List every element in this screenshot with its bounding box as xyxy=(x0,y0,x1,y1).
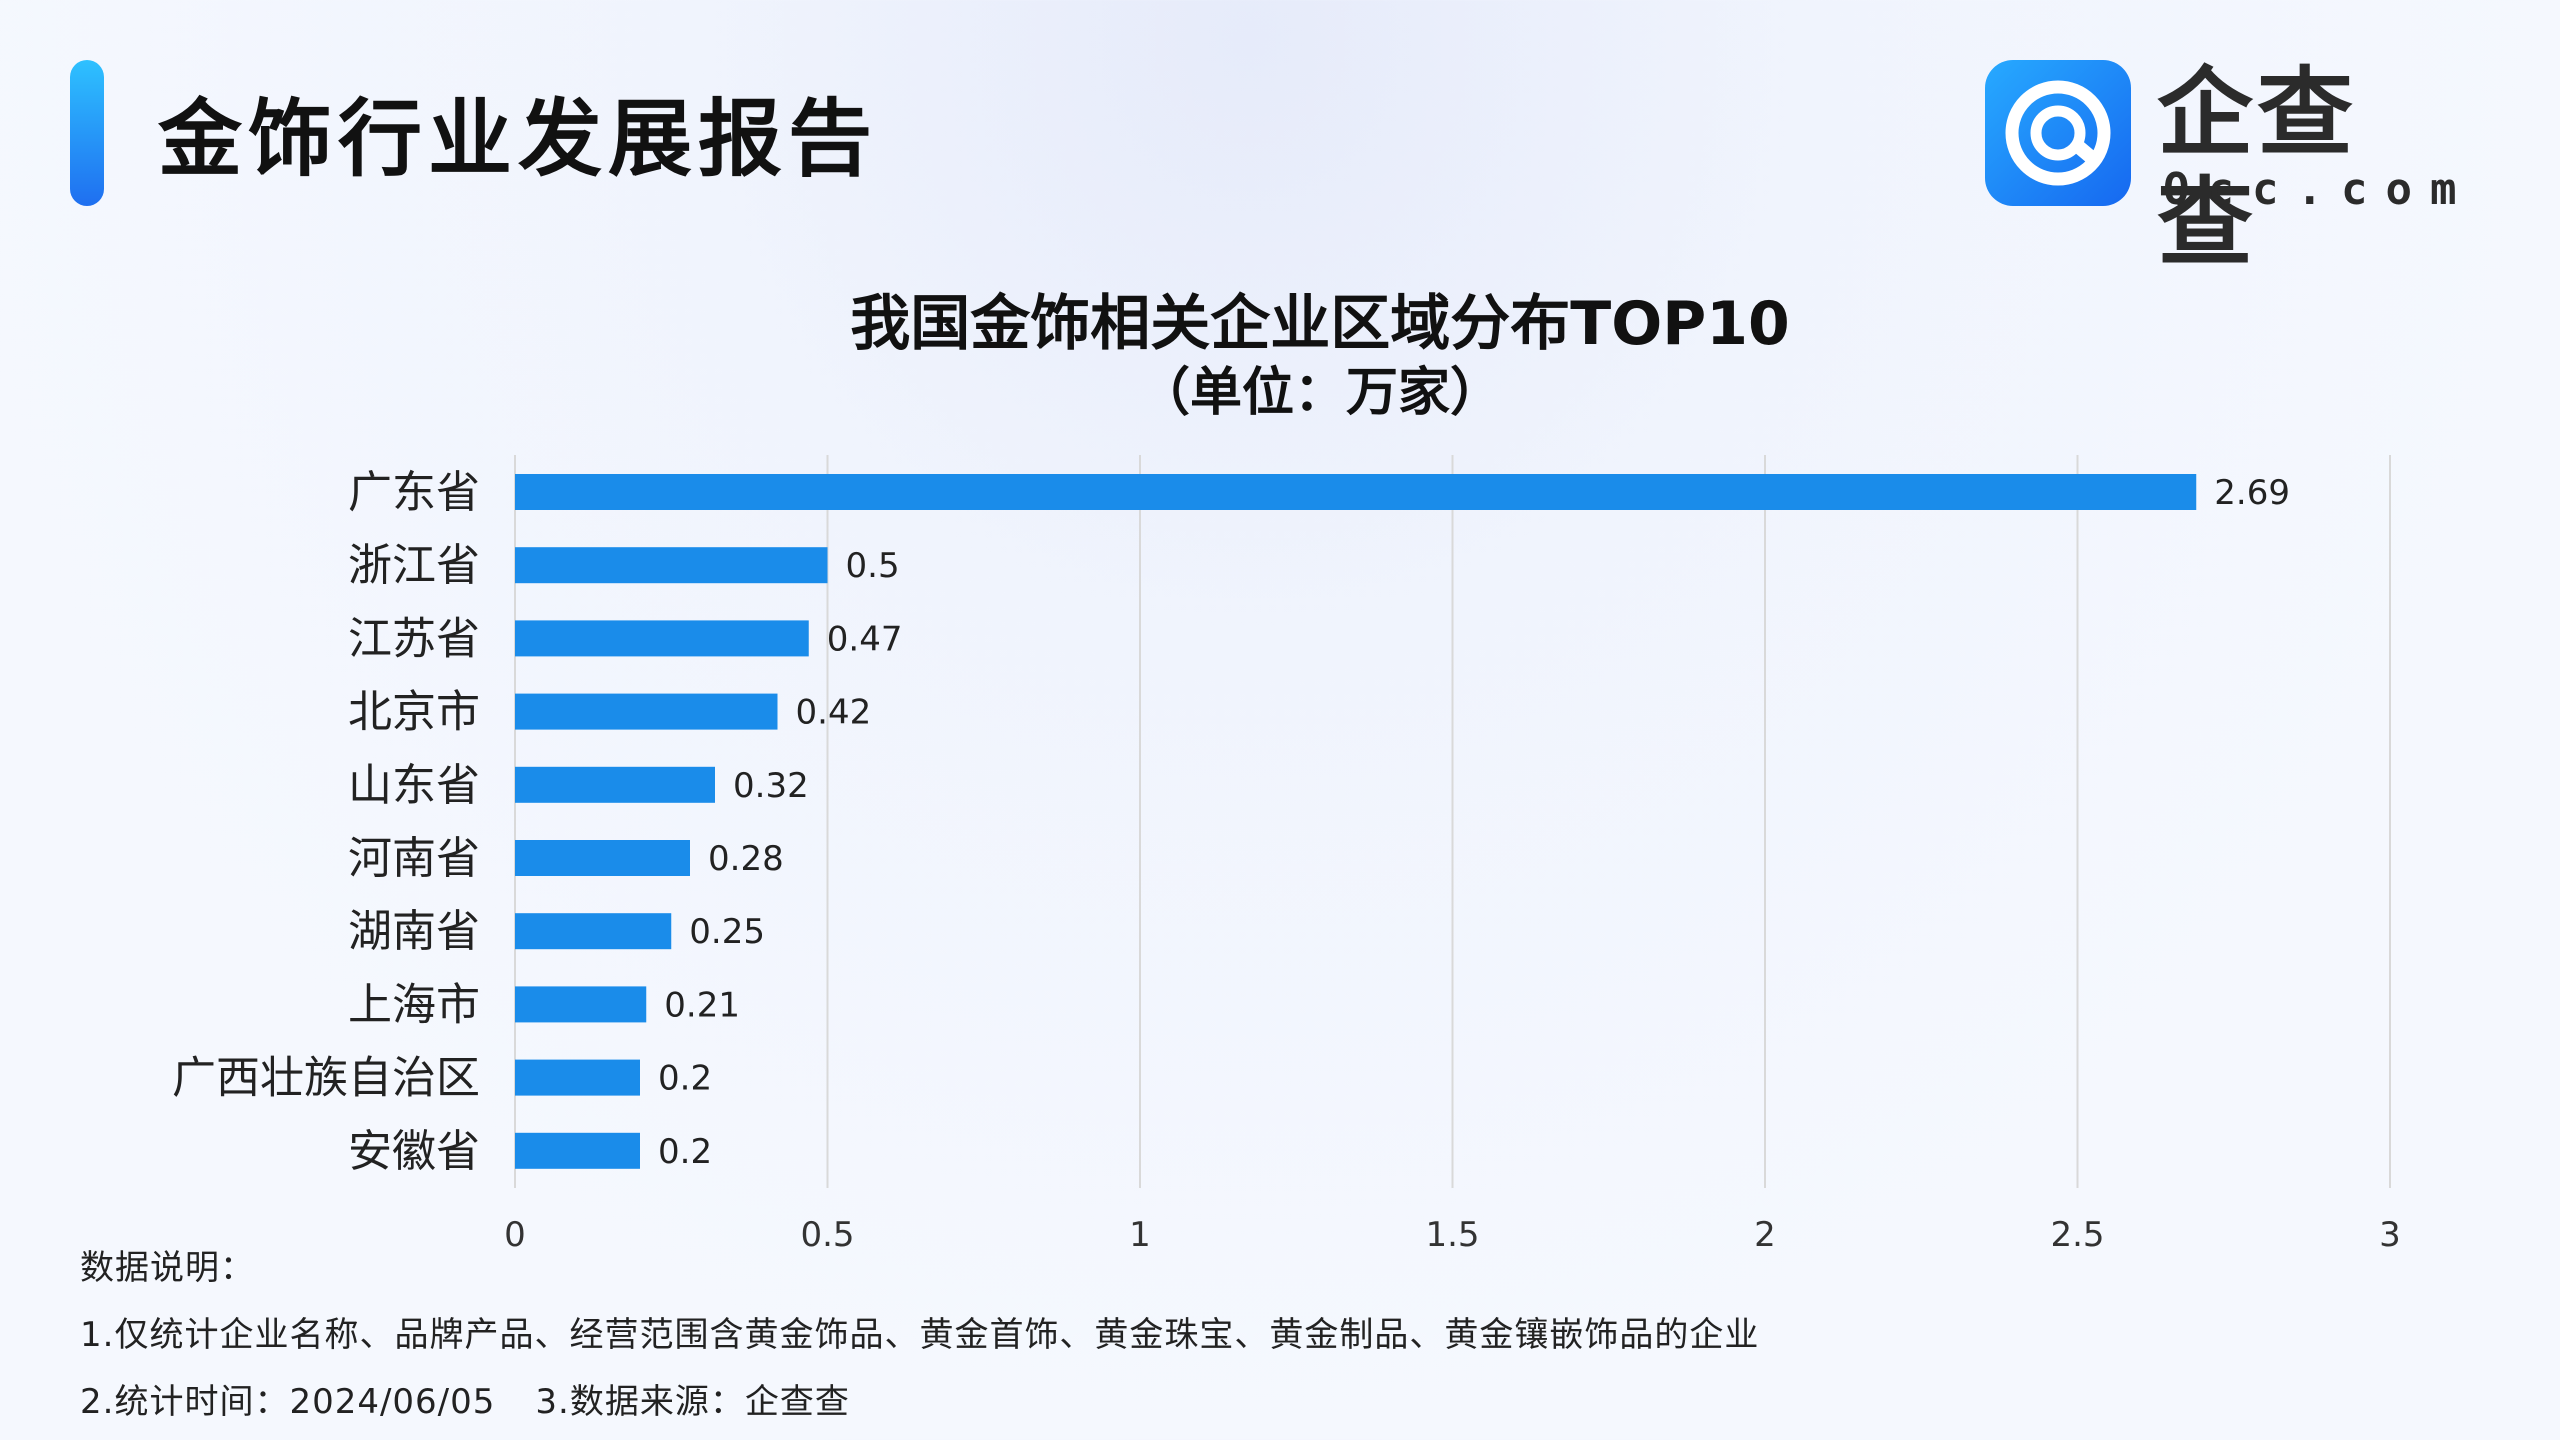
category-label: 广东省 xyxy=(348,467,480,518)
page-title: 金饰行业发展报告 xyxy=(158,90,879,188)
x-tick-label: 3 xyxy=(2379,1215,2401,1255)
logo-domain: Qcc.com xyxy=(2163,164,2475,215)
category-label: 河南省 xyxy=(348,833,480,884)
bar xyxy=(515,840,690,876)
category-label: 浙江省 xyxy=(348,540,480,591)
x-tick-label: 2.5 xyxy=(2050,1215,2104,1255)
data-label: 0.47 xyxy=(827,619,903,659)
data-label: 0.2 xyxy=(658,1132,712,1172)
notes-source: 3.数据来源：企查查 xyxy=(535,1382,850,1422)
x-tick-label: 1.5 xyxy=(1425,1215,1479,1255)
chart-subtitle: （单位：万家） xyxy=(1137,363,1502,423)
title-accent-bar xyxy=(70,60,104,206)
data-label: 0.21 xyxy=(664,985,740,1025)
x-tick-label: 0.5 xyxy=(800,1215,854,1255)
notes-line-1: 1.仅统计企业名称、品牌产品、经营范围含黄金饰品、黄金首饰、黄金珠宝、黄金制品、… xyxy=(80,1315,1760,1355)
x-tick-label: 0 xyxy=(504,1215,526,1255)
logo-wordmark: 企查查 xyxy=(2157,57,2357,279)
data-label: 0.25 xyxy=(689,912,765,952)
bar xyxy=(515,766,715,803)
category-label: 湖南省 xyxy=(348,906,480,957)
data-label: 0.28 xyxy=(708,839,784,879)
category-label: 山东省 xyxy=(348,760,480,811)
category-label: 北京市 xyxy=(348,687,480,738)
qcc-logo-icon xyxy=(1985,60,2131,206)
data-label: 2.69 xyxy=(2214,473,2290,513)
qcc-logo: 企查查 Qcc.com xyxy=(1985,58,2456,278)
bar xyxy=(515,1059,640,1096)
bar xyxy=(515,986,647,1023)
bar xyxy=(515,620,809,657)
data-label: 0.42 xyxy=(796,693,872,733)
bar xyxy=(515,1132,640,1169)
bar xyxy=(515,474,2197,510)
notes-line-2: 2.统计时间：2024/06/05 3.数据来源：企查查 xyxy=(80,1369,1759,1436)
bar xyxy=(515,913,672,950)
category-label: 广西壮族自治区 xyxy=(172,1053,480,1104)
data-label: 0.32 xyxy=(733,766,809,806)
category-label: 上海市 xyxy=(348,979,480,1030)
data-label: 0.2 xyxy=(658,1059,712,1099)
data-label: 0.5 xyxy=(846,546,900,586)
data-notes: 数据说明： 1.仅统计企业名称、品牌产品、经营范围含黄金饰品、黄金首饰、黄金珠宝… xyxy=(80,1235,1759,1436)
chart-title: 我国金饰相关企业区域分布TOP10 xyxy=(850,289,1790,359)
bar xyxy=(515,547,828,584)
x-tick-label: 1 xyxy=(1129,1215,1151,1255)
notes-heading: 数据说明： xyxy=(80,1248,255,1288)
bar xyxy=(515,693,778,730)
category-label: 安徽省 xyxy=(348,1126,480,1177)
notes-date: 2.统计时间：2024/06/05 xyxy=(80,1382,496,1422)
x-tick-label: 2 xyxy=(1754,1215,1776,1255)
category-label: 江苏省 xyxy=(348,613,480,664)
